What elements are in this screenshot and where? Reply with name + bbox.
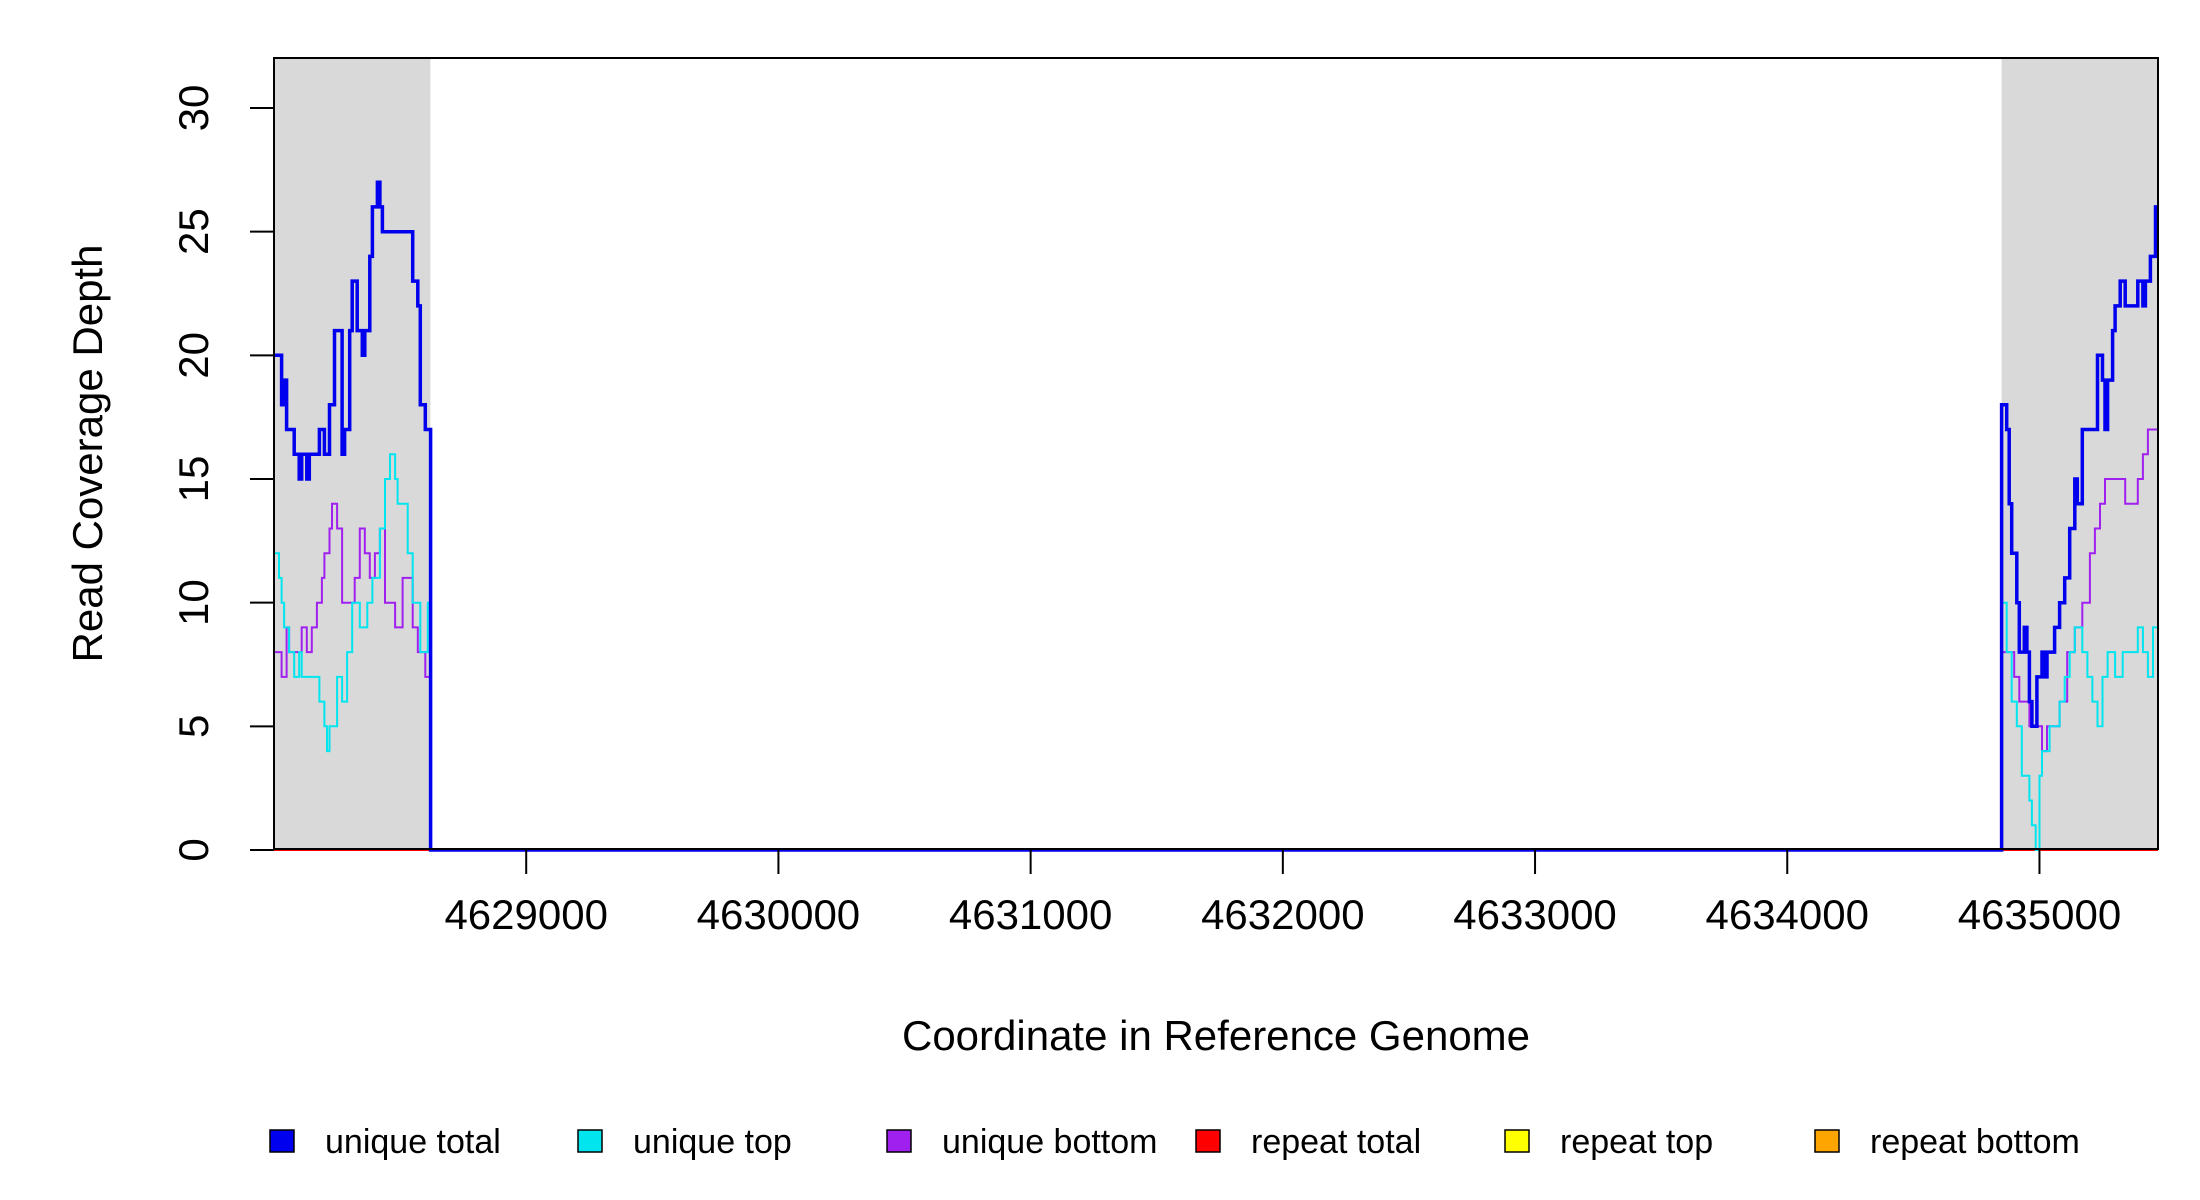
legend-label: unique total bbox=[325, 1123, 501, 1161]
legend-item: unique bottom bbox=[886, 1123, 1158, 1161]
x-tick-label: 4629000 bbox=[444, 891, 608, 938]
x-tick-label: 4630000 bbox=[697, 891, 861, 938]
legend-swatch bbox=[1504, 1129, 1530, 1153]
legend-label: unique top bbox=[633, 1123, 792, 1161]
x-tick-label: 4631000 bbox=[949, 891, 1113, 938]
series-line-unique-top bbox=[274, 453, 2158, 851]
x-axis-title: Coordinate in Reference Genome bbox=[902, 1012, 1530, 1059]
legend-item: unique total bbox=[269, 1123, 501, 1161]
legend-swatch bbox=[269, 1129, 295, 1153]
legend-swatch bbox=[1814, 1129, 1840, 1153]
legend-label: repeat top bbox=[1560, 1123, 1713, 1161]
legend-label: repeat bottom bbox=[1870, 1123, 2080, 1161]
shaded-region bbox=[2001, 58, 2158, 849]
legend-label: unique bottom bbox=[942, 1123, 1158, 1161]
series-line-unique-total bbox=[274, 180, 2158, 852]
y-tick-label: 5 bbox=[170, 715, 217, 738]
y-tick-label: 20 bbox=[170, 332, 217, 379]
y-tick-label: 30 bbox=[170, 85, 217, 132]
legend-item: repeat top bbox=[1504, 1123, 1713, 1161]
series-lines bbox=[274, 180, 2158, 852]
legend-item: repeat bottom bbox=[1814, 1123, 2080, 1161]
legend: unique total unique top unique bottom repea… bbox=[269, 1123, 2080, 1161]
legend-item: repeat total bbox=[1195, 1123, 1421, 1161]
x-tick-label: 4635000 bbox=[1958, 891, 2122, 938]
legend-swatch bbox=[1195, 1129, 1221, 1153]
shaded-regions bbox=[274, 58, 2158, 849]
y-tick-label: 0 bbox=[170, 838, 217, 861]
legend-item: unique top bbox=[577, 1123, 792, 1161]
y-tick-label: 15 bbox=[170, 456, 217, 503]
y-axis: 0 5 10 15 20 25 30 bbox=[170, 85, 275, 862]
x-axis: 4629000 4630000 4631000 4632000 4633000 46340… bbox=[444, 848, 2122, 938]
series-line-unique-bottom bbox=[274, 428, 2158, 851]
y-tick-label: 10 bbox=[170, 579, 217, 626]
legend-label: repeat total bbox=[1251, 1123, 1421, 1161]
legend-swatch bbox=[577, 1129, 603, 1153]
x-tick-label: 4633000 bbox=[1453, 891, 1617, 938]
legend-swatch bbox=[886, 1129, 912, 1153]
x-tick-label: 4632000 bbox=[1201, 891, 1365, 938]
plot-frame bbox=[273, 57, 2159, 850]
y-axis-title: Read Coverage Depth bbox=[64, 245, 111, 663]
y-tick-label: 25 bbox=[170, 208, 217, 255]
x-tick-label: 4634000 bbox=[1705, 891, 1869, 938]
